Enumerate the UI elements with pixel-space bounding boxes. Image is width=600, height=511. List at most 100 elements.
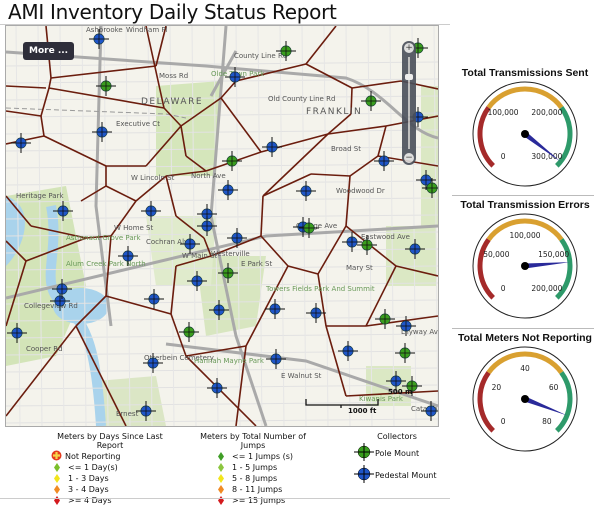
pedestal-mount-collector[interactable] — [262, 137, 282, 157]
legend-label: 8 - 11 Jumps — [232, 485, 283, 494]
service-area-boundary — [287, 265, 319, 275]
service-area-boundary — [260, 195, 264, 237]
pole-mount-collector[interactable] — [276, 41, 296, 61]
street — [81, 26, 87, 426]
service-area-boundary — [262, 133, 329, 197]
pedestal-mount-collector[interactable] — [265, 299, 285, 319]
pole-mount-collector[interactable] — [357, 235, 377, 255]
pole-mount-collector[interactable] — [179, 322, 199, 342]
pole-mount-collector[interactable] — [422, 178, 438, 198]
legend-days-title: Meters by Days Since Last Report — [57, 432, 163, 450]
pedestal-mount-collector[interactable] — [50, 291, 70, 311]
diamond-icon — [54, 463, 60, 472]
map[interactable]: Ashbrooke Windham Pl Moss Rd County Line Rd… — [5, 25, 439, 427]
service-area-boundary — [365, 315, 438, 327]
pedestal-mount-collector[interactable] — [197, 216, 217, 236]
pedestal-mount-collector[interactable] — [53, 201, 73, 221]
pedestal-mount-collector[interactable] — [306, 303, 326, 323]
pole-mount-collector[interactable] — [375, 309, 395, 329]
pedestal-mount-collector[interactable] — [209, 300, 229, 320]
pole-mount-collector[interactable] — [395, 343, 415, 363]
pedestal-mount-collector[interactable] — [143, 353, 163, 373]
pedestal-mount-collector[interactable] — [89, 29, 109, 49]
pedestal-mount-collector[interactable] — [141, 201, 161, 221]
street — [6, 350, 438, 356]
zoom-in-button[interactable]: + — [404, 43, 414, 53]
pedestal-mount-collector[interactable] — [136, 401, 156, 421]
service-area-boundary — [180, 125, 187, 157]
pedestal-mount-collector[interactable] — [421, 401, 438, 421]
pole-mount-collector[interactable] — [222, 151, 242, 171]
gauge-band-mid — [486, 351, 564, 375]
more-button[interactable]: More ... — [23, 42, 75, 60]
pedestal-mount-collector[interactable] — [225, 67, 245, 87]
map-label: Woodwood Dr — [336, 187, 385, 195]
scale-feet: 1000 ft — [348, 407, 377, 415]
pole-mount-collector[interactable] — [361, 91, 381, 111]
pedestal-mount-collector[interactable] — [7, 323, 27, 343]
zoom-thumb[interactable] — [405, 74, 413, 80]
zoom-track[interactable] — [408, 57, 410, 149]
pedestal-mount-collector[interactable] — [227, 228, 247, 248]
service-area-boundary — [155, 26, 167, 67]
pedestal-mount-collector[interactable] — [374, 151, 394, 171]
pedestal-mount-collector[interactable] — [405, 239, 425, 259]
pedestal-mount-collector[interactable] — [342, 232, 362, 252]
pedestal-mount-collector[interactable] — [180, 234, 200, 254]
map-label: W Lincoln St — [131, 174, 175, 182]
street — [6, 367, 438, 373]
street — [389, 26, 395, 426]
pedestal-mount-collector[interactable] — [92, 122, 112, 142]
gauge-tick-label: 0 — [501, 417, 506, 426]
zoom-slider[interactable]: + − — [402, 41, 416, 165]
street — [59, 26, 65, 426]
pedestal-mount-collector[interactable] — [338, 341, 358, 361]
legend-label: 3 - 4 Days — [68, 485, 109, 494]
pedestal-mount-collector[interactable] — [144, 289, 164, 309]
pedestal-mount-collector[interactable] — [218, 180, 238, 200]
gauge-band-low — [477, 106, 496, 168]
legend-label: >= 15 Jumps — [232, 496, 286, 505]
street — [6, 418, 438, 424]
pedestal-mount-collector[interactable] — [386, 371, 406, 391]
gauge-title: Total Transmission Errors — [460, 199, 590, 211]
gauge-tick-label: 150,000 — [538, 250, 569, 259]
pedestal-mount-collector[interactable] — [266, 349, 286, 369]
pole-mount-collector[interactable] — [96, 76, 116, 96]
park-area — [96, 376, 166, 426]
pedestal-mount-collector[interactable] — [296, 181, 316, 201]
street — [323, 26, 329, 426]
pedestal-mount-collector[interactable] — [52, 279, 72, 299]
legend-jumps-title: Meters by Total Number of Jumps — [200, 432, 306, 450]
gauge-title: Total Transmissions Sent — [461, 67, 589, 79]
pedestal-mount-collector[interactable] — [416, 170, 436, 190]
gauge-tick-label: 300,000 — [531, 152, 562, 161]
gauge-needle — [524, 396, 567, 416]
gauge-title: Total Meters Not Reporting — [458, 332, 592, 344]
service-area-boundary — [310, 173, 351, 177]
street — [6, 316, 438, 322]
service-area-boundary — [6, 240, 27, 262]
zoom-out-button[interactable]: − — [404, 153, 414, 163]
pole-mount-collector[interactable] — [402, 376, 422, 396]
legend-item: >= 4 Days — [51, 495, 175, 506]
map-canvas[interactable]: Ashbrooke Windham Pl Moss Rd County Line Rd… — [6, 26, 438, 426]
legend-label: <= 1 Day(s) — [68, 463, 118, 472]
map-label: Executive Ct — [116, 120, 160, 128]
gauge-band-mid — [486, 218, 564, 242]
pedestal-mount-collector[interactable] — [207, 378, 227, 398]
service-area-boundary — [48, 77, 52, 89]
pedestal-mount-collector[interactable] — [118, 246, 138, 266]
map-label: Ashbrooke — [86, 26, 123, 34]
legend-item: 1 - 3 Days — [51, 473, 175, 484]
pedestal-mount-collector[interactable] — [187, 271, 207, 291]
pedestal-mount-collector[interactable] — [11, 133, 31, 153]
pole-mount-collector[interactable] — [218, 263, 238, 283]
service-area-boundary — [345, 390, 438, 397]
pole-mount-collector[interactable] — [299, 218, 319, 238]
map-label: Catawba Dr — [411, 405, 438, 413]
pedestal-mount-collector[interactable] — [396, 316, 416, 336]
service-area-boundary — [6, 195, 32, 227]
gauge-band-high — [554, 371, 573, 433]
map-label: W Main St — [182, 252, 218, 260]
